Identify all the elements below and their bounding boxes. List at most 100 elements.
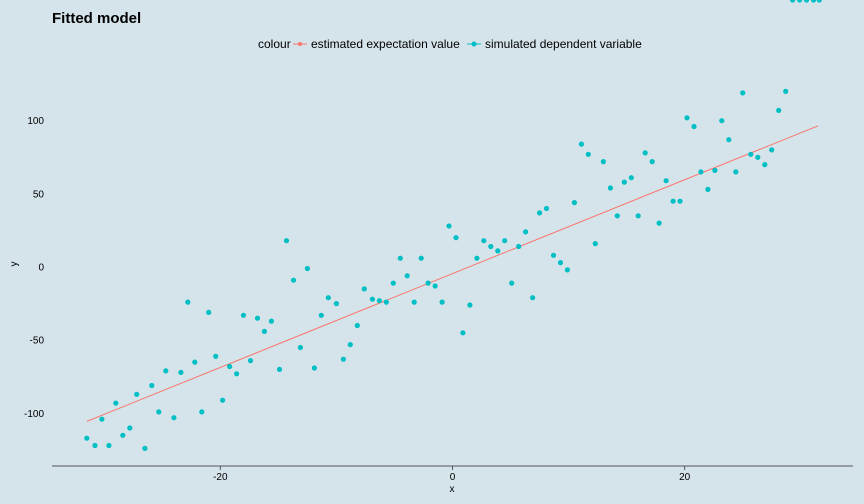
data-point [318,312,324,318]
data-point [99,416,105,422]
data-point [530,295,536,301]
chart-title: Fitted model [52,10,141,27]
data-point [192,359,198,365]
data-point [748,151,754,157]
data-point [297,344,303,351]
x-tick-label: -20 [213,472,228,483]
data-point [628,175,634,181]
data-point [325,295,331,301]
legend-label-expectation: estimated expectation value [311,37,460,51]
axes: -20 0 20 -100 -50 0 50 100 [24,116,853,483]
data-point [84,435,90,441]
data-point [790,0,796,3]
data-point [495,248,501,254]
data-point [397,255,403,261]
data-point [268,318,274,324]
data-point [127,425,133,431]
data-point [557,260,564,266]
data-point [523,229,529,235]
data-point [446,223,452,229]
data-point [516,243,522,250]
data-point [220,397,226,403]
x-tick-label: 20 [679,472,691,483]
data-point [776,107,782,113]
data-point [537,210,543,216]
data-point [783,88,789,94]
legend-title: colour [258,37,291,51]
data-point [261,328,267,334]
data-point [502,238,508,244]
data-point [642,150,648,156]
data-point [178,369,184,375]
data-point [418,255,424,261]
data-point [677,198,683,204]
data-point [376,298,382,304]
data-point [234,371,240,377]
data-point [199,409,205,415]
data-point [585,151,591,157]
data-point [383,299,389,305]
y-tick-label: 100 [27,116,44,127]
data-point [600,159,607,165]
data-point [816,0,822,3]
data-point [578,141,585,147]
data-point [411,299,417,305]
data-point [726,137,732,143]
data-point [797,0,803,3]
data-point [621,179,627,185]
data-point [240,312,247,318]
data-point [733,169,739,175]
y-tick-label: -50 [30,336,45,347]
data-point [810,0,817,3]
data-point [656,220,662,226]
data-point [156,409,162,415]
data-point [276,366,283,372]
data-point [439,299,445,305]
legend-item-line: estimated expectation value [293,37,460,51]
data-point [206,309,212,315]
data-point [460,330,466,336]
data-point [113,400,119,406]
data-point [311,365,317,371]
data-point [474,255,480,261]
data-point [705,186,711,192]
data-point [467,302,473,308]
x-axis-label: x [450,484,455,495]
data-point [369,296,375,302]
data-point [106,442,112,449]
y-axis-label: y [9,262,20,267]
legend-item-points: simulated dependent variable [467,37,642,51]
data-point [488,243,494,250]
data-point [283,238,290,244]
data-point [340,356,346,362]
data-point [171,415,177,421]
data-point [607,185,614,191]
legend: colour estimated expectation value simul… [258,37,642,51]
data-point [254,315,261,321]
data-point [804,0,810,3]
data-point [354,322,360,329]
data-point [432,283,438,289]
data-point [390,280,396,286]
data-point [149,382,155,389]
legend-points-key-dot [471,41,477,47]
data-point [213,353,219,359]
data-point [481,238,487,244]
y-tick-label: -100 [24,409,44,420]
data-point [663,178,669,184]
y-tick-label: 50 [33,189,45,200]
data-point [691,123,697,130]
data-point [92,442,98,449]
data-point [453,235,459,241]
data-point [120,432,126,438]
data-point [755,154,761,160]
data-point [550,252,557,258]
x-tick-label: 0 [450,472,456,483]
data-point [227,363,233,370]
plot-area [84,0,822,451]
data-point [571,200,578,206]
data-point [404,273,410,279]
data-point [142,445,148,451]
data-point [347,342,353,348]
